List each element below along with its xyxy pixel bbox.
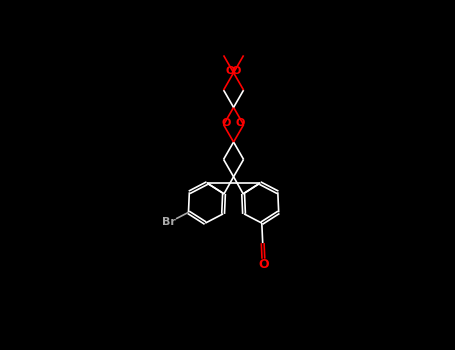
Text: O: O <box>258 258 269 271</box>
Text: O: O <box>236 118 245 128</box>
Text: Br: Br <box>162 217 176 228</box>
Text: O: O <box>232 66 241 76</box>
Text: O: O <box>222 118 231 128</box>
Text: O: O <box>226 66 235 76</box>
